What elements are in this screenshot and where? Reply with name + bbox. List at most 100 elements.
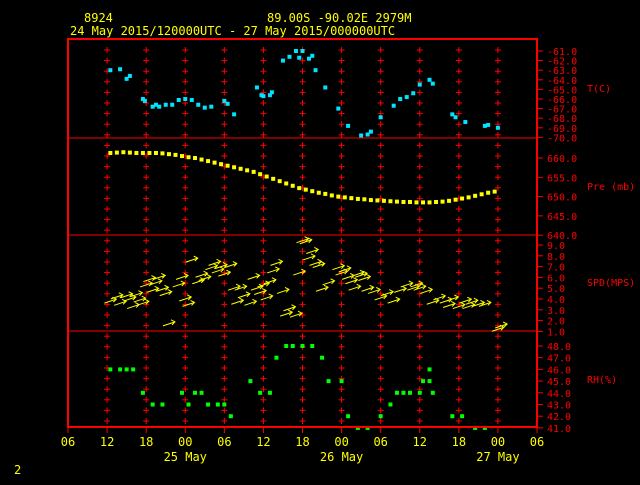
wind-arrow-head: [356, 283, 362, 290]
x-tick-label: 00: [334, 435, 348, 449]
wind-arrow-shaft: [267, 268, 280, 274]
wind-arrow-shaft: [110, 294, 124, 300]
wind-arrow-shaft: [299, 239, 312, 245]
pressure-point: [349, 196, 354, 201]
wind-arrow-shaft: [312, 263, 325, 268]
wind-arrow: [218, 269, 232, 277]
wind-arrow: [315, 284, 329, 292]
wind-arrow-shaft: [335, 270, 348, 276]
temperature-point: [323, 85, 328, 90]
wind-arrow: [446, 294, 460, 302]
wind-arrow-shaft: [185, 257, 198, 263]
temperature-point: [430, 81, 435, 86]
humidity-point: [248, 379, 253, 384]
pressure-point: [486, 190, 491, 195]
wind-arrow-shaft: [442, 303, 456, 308]
wind-arrow: [442, 301, 456, 308]
wind-arrow: [175, 272, 189, 280]
wind-arrow-shaft: [179, 296, 192, 302]
wind-arrow-head: [261, 288, 268, 294]
wind-arrow: [195, 270, 209, 278]
wind-arrow-head: [154, 285, 160, 292]
wind-arrow-head: [183, 272, 189, 279]
pressure-point: [179, 154, 184, 159]
pressure-point: [388, 199, 393, 204]
wind-arrow-head: [118, 292, 124, 299]
humidity-point: [430, 390, 435, 395]
wind-tick-label: 9.0: [547, 241, 565, 252]
wind-arrow-head: [450, 301, 456, 307]
temperature-point: [163, 102, 168, 107]
wind-arrow: [254, 288, 268, 295]
wind-arrow-head: [340, 263, 346, 270]
wind-arrow-head: [395, 296, 401, 303]
wind-arrow-shaft: [130, 292, 143, 298]
wind-arrow-shaft: [250, 285, 264, 291]
temperature-tick-label: -67.0: [547, 105, 577, 116]
pressure-point: [401, 200, 406, 205]
temperature-point: [176, 97, 181, 102]
humidity-point: [193, 390, 198, 395]
wind-arrow-shaft: [462, 304, 475, 310]
wind-arrow-shaft: [413, 285, 426, 291]
wind-arrow-shaft: [104, 298, 117, 304]
wind-arrow-shaft: [407, 285, 420, 291]
wind-arrow-shaft: [140, 282, 153, 288]
humidity-point: [401, 390, 406, 395]
date-label: 27 May: [476, 450, 519, 464]
wind-arrow-shaft: [146, 287, 159, 293]
humidity-point: [326, 379, 331, 384]
wind-arrow-shaft: [159, 291, 172, 297]
wind-arrow: [283, 304, 297, 312]
wind-arrow-shaft: [231, 299, 244, 305]
x-tick-label: 00: [491, 435, 505, 449]
wind-arrow-head: [180, 280, 186, 287]
wind-arrow-shaft: [459, 298, 472, 304]
humidity-point: [150, 402, 155, 407]
page-number: 2: [14, 463, 21, 477]
wind-arrow-head: [235, 283, 241, 290]
wind-arrow-shaft: [198, 276, 211, 281]
wind-arrow-head: [242, 283, 248, 290]
pressure-point: [251, 169, 256, 174]
pressure-point: [212, 160, 217, 165]
wind-arrow-shaft: [381, 291, 394, 297]
wind-arrow-shaft: [465, 299, 479, 305]
x-tick-label: 06: [61, 435, 75, 449]
grid-layer: [68, 47, 537, 424]
pressure-tick-label: 655.0: [547, 173, 577, 184]
humidity-point: [186, 402, 191, 407]
wind-arrow-head: [467, 296, 473, 303]
wind-arrow: [208, 258, 222, 266]
pressure-point: [355, 196, 360, 201]
wind-arrow: [156, 284, 170, 292]
wind-tick-label: 1.0: [547, 327, 565, 338]
wind-arrow-shaft: [123, 296, 137, 302]
wind-arrow: [400, 280, 414, 288]
wind-arrow-shaft: [270, 260, 283, 266]
wind-arrow: [136, 298, 150, 306]
wind-arrow: [250, 283, 264, 291]
wind-arrow-head: [421, 283, 427, 290]
temperature-point: [391, 103, 396, 108]
wind-arrow-head: [128, 291, 134, 298]
temperature-point: [486, 122, 491, 127]
wind-arrow-shaft: [211, 268, 224, 274]
wind-arrow-shaft: [387, 298, 400, 304]
wind-tick-label: 2.0: [547, 317, 565, 328]
wind-arrow-head: [252, 298, 258, 305]
wind-arrow-shaft: [296, 238, 309, 244]
pressure-point: [407, 200, 412, 205]
pressure-point: [121, 150, 126, 155]
wind-arrow: [179, 294, 193, 302]
pressure-point: [362, 197, 367, 202]
temperature-point: [232, 112, 237, 117]
pressure-point: [427, 200, 432, 205]
humidity-point: [310, 344, 315, 348]
wind-arrow-head: [473, 297, 479, 304]
wind-tick-label: 4.0: [547, 295, 565, 306]
temperature-tick-label: -68.0: [547, 114, 577, 125]
temperature-point: [127, 73, 132, 78]
temperature-tick-label: -69.0: [547, 124, 577, 135]
